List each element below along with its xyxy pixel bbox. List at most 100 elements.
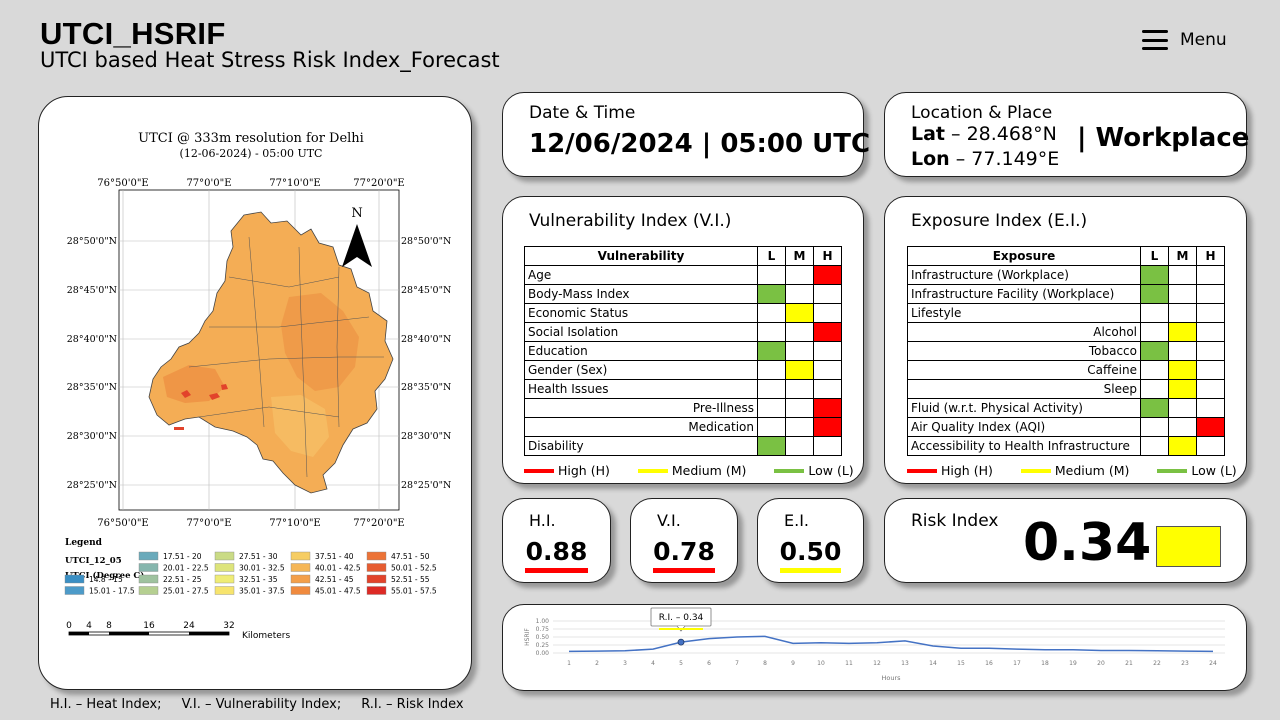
exposure-row-label: Tobacco	[907, 341, 1141, 361]
legend-unit: UTCI (Degree C)	[65, 570, 144, 581]
scale-tick: 4	[86, 621, 92, 631]
delhi-boundary	[148, 211, 394, 494]
datetime-card: Date & Time 12/06/2024 | 05:00 UTC	[502, 92, 870, 177]
hsrif-trend-card: 0.00 0.25 0.50 0.75 1.00 HSRIF 1 2 3 4 5 6 7 8 9 10 11 12…	[502, 604, 1247, 691]
exposure-row: Tobacco	[907, 341, 1225, 361]
level-cell-m	[1168, 284, 1197, 304]
exposure-table: Exposure L M H Infrastructure (Workplace…	[907, 246, 1225, 456]
heat-index-card: H.I. 0.88	[502, 498, 611, 583]
legend-swatch	[366, 563, 387, 572]
x-tick-label: 16	[985, 660, 993, 667]
level-cell-l	[1140, 417, 1169, 437]
footnote: H.I. – Heat Index; V.I. – Vulnerability …	[50, 697, 464, 712]
exposure-title: Exposure Index (E.I.)	[911, 211, 1088, 231]
level-cell-h	[1196, 284, 1225, 304]
level-cell-m	[1168, 398, 1197, 418]
level-cell-l	[757, 360, 786, 380]
lon-value: – 77.149°E	[949, 148, 1060, 170]
level-cell-h	[813, 398, 842, 418]
scale-tick: 0	[66, 621, 72, 631]
level-header-l: L	[1140, 246, 1169, 266]
legend-swatch	[290, 551, 311, 561]
level-header-m: M	[785, 246, 814, 266]
legend-label: 40.01 - 42.5	[315, 564, 361, 573]
vulnerability-row-label: Disability	[524, 436, 758, 456]
place-label: | Workplace	[1077, 123, 1250, 153]
highlight-point[interactable]	[677, 638, 685, 646]
legend-medium-label: Medium (M)	[1054, 463, 1130, 478]
vulnerability-row: Health Issues	[524, 379, 842, 399]
legend-label: 55.01 - 57.5	[391, 587, 437, 596]
legend-label: 30.01 - 32.5	[239, 564, 285, 573]
exposure-row: Alcohol	[907, 322, 1225, 342]
level-cell-l	[1140, 284, 1169, 304]
legend-label: 32.51 - 35	[239, 575, 278, 584]
scale-tick: 24	[183, 621, 195, 631]
vulnerability-row-label: Gender (Sex)	[524, 360, 758, 380]
delhi-utci-raster	[148, 211, 394, 494]
level-cell-h	[813, 341, 842, 361]
level-cell-m	[785, 360, 814, 380]
legend-swatch	[138, 563, 159, 572]
vulnerability-index-card: Vulnerability Index (V.I.) Vulnerability…	[502, 196, 864, 484]
legend-high: High (H)	[907, 463, 993, 478]
lat-value: – 28.468°N	[945, 123, 1057, 145]
heat-index-level-bar	[525, 568, 588, 573]
datetime-label: Date & Time	[529, 103, 636, 123]
legend-low-label: Low (L)	[1191, 463, 1237, 478]
level-header-l: L	[757, 246, 786, 266]
menu-label[interactable]: Menu	[1180, 30, 1227, 50]
level-cell-m	[1168, 360, 1197, 380]
medium-swatch	[637, 468, 668, 473]
legend-swatch	[366, 551, 387, 561]
map-tick-right: 28°25'0"N	[401, 480, 451, 491]
tooltip-label: R.I. – 0.34	[659, 613, 704, 623]
map-tick-left: 28°50'0"N	[67, 236, 117, 247]
level-cell-l	[757, 379, 786, 399]
exposure-row: Caffeine	[907, 360, 1225, 380]
level-cell-m	[1168, 436, 1197, 456]
hamburger-menu-icon[interactable]	[1142, 30, 1168, 50]
medium-swatch	[1020, 468, 1051, 473]
location-card: Location & Place Lat – 28.468°N Lon – 77…	[884, 92, 1250, 177]
x-tick-label: 21	[1125, 660, 1133, 667]
level-cell-h	[1196, 436, 1225, 456]
risk-index-value: 0.34	[1023, 513, 1152, 573]
exposure-row: Infrastructure Facility (Workplace)	[907, 284, 1225, 304]
district-boundaries	[188, 236, 384, 478]
exposure-row-label: Caffeine	[907, 360, 1141, 380]
vulnerability-row-label: Health Issues	[524, 379, 758, 399]
risk-index-card: Risk Index 0.34	[884, 498, 1247, 583]
legend-label: 25.01 - 27.5	[163, 587, 209, 596]
x-tick-label: 1	[567, 660, 571, 667]
level-cell-h	[813, 265, 842, 285]
legend-swatch	[138, 574, 159, 584]
app-subtitle: UTCI based Heat Stress Risk Index_Foreca…	[40, 48, 500, 72]
red-hotspots	[174, 384, 228, 430]
map-tick-bottom: 76°50'0"E	[97, 518, 148, 529]
vulnerability-title: Vulnerability Index (V.I.)	[529, 211, 732, 231]
level-cell-h	[1196, 379, 1225, 399]
x-tick-label: 10	[817, 660, 825, 667]
menu-button[interactable]: Menu	[1142, 30, 1227, 50]
legend-label: 47.51 - 50	[391, 552, 430, 561]
level-header-h: H	[1196, 246, 1225, 266]
exposure-index-value-card: E.I. 0.50	[757, 498, 864, 583]
scale-tick: 32	[223, 621, 234, 631]
vulnerability-row: Age	[524, 265, 842, 285]
map-coordinate-ticks: 76°50'0"E 77°0'0"E 77°10'0"E 77°20'0"E 76°50…	[67, 178, 452, 529]
level-cell-m	[785, 417, 814, 437]
y-tick-label: 0.00	[536, 650, 550, 657]
level-cell-m	[785, 303, 814, 323]
y-tick-label: 1.00	[536, 618, 550, 625]
exposure-row: Fluid (w.r.t. Physical Activity)	[907, 398, 1225, 418]
level-cell-l	[1140, 322, 1169, 342]
vulnerability-row-label: Body-Mass Index	[524, 284, 758, 304]
vulnerability-row-label: Medication	[524, 417, 758, 437]
level-cell-l	[1140, 341, 1169, 361]
x-tick-label: 2	[595, 660, 599, 667]
exposure-index-card: Exposure Index (E.I.) Exposure L M H Inf…	[884, 196, 1247, 484]
level-cell-l	[757, 322, 786, 342]
exposure-index-value: 0.50	[779, 537, 842, 566]
level-cell-h	[813, 436, 842, 456]
